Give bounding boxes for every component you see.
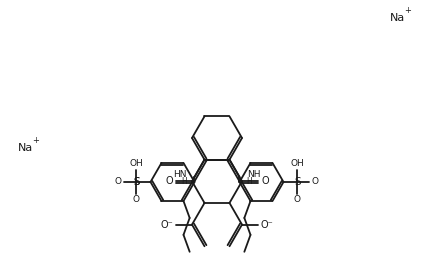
Text: O: O: [260, 176, 268, 186]
Text: H: H: [181, 178, 187, 186]
Text: H: H: [246, 178, 252, 186]
Text: +: +: [32, 136, 39, 145]
Text: O⁻: O⁻: [160, 220, 173, 230]
Text: Na: Na: [18, 143, 33, 153]
Text: S: S: [133, 177, 139, 187]
Text: +: +: [403, 6, 410, 15]
Text: O: O: [311, 178, 318, 186]
Text: Na: Na: [389, 13, 404, 23]
Text: O: O: [165, 176, 172, 186]
Text: S: S: [293, 177, 300, 187]
Text: HN: HN: [173, 170, 186, 179]
Text: O: O: [115, 178, 122, 186]
Text: OH: OH: [129, 160, 143, 168]
Text: S: S: [133, 177, 139, 187]
Text: O: O: [133, 196, 140, 204]
Text: NH: NH: [247, 170, 260, 179]
Text: O: O: [293, 196, 300, 204]
Text: O⁻: O⁻: [260, 220, 273, 230]
Text: OH: OH: [290, 160, 304, 168]
